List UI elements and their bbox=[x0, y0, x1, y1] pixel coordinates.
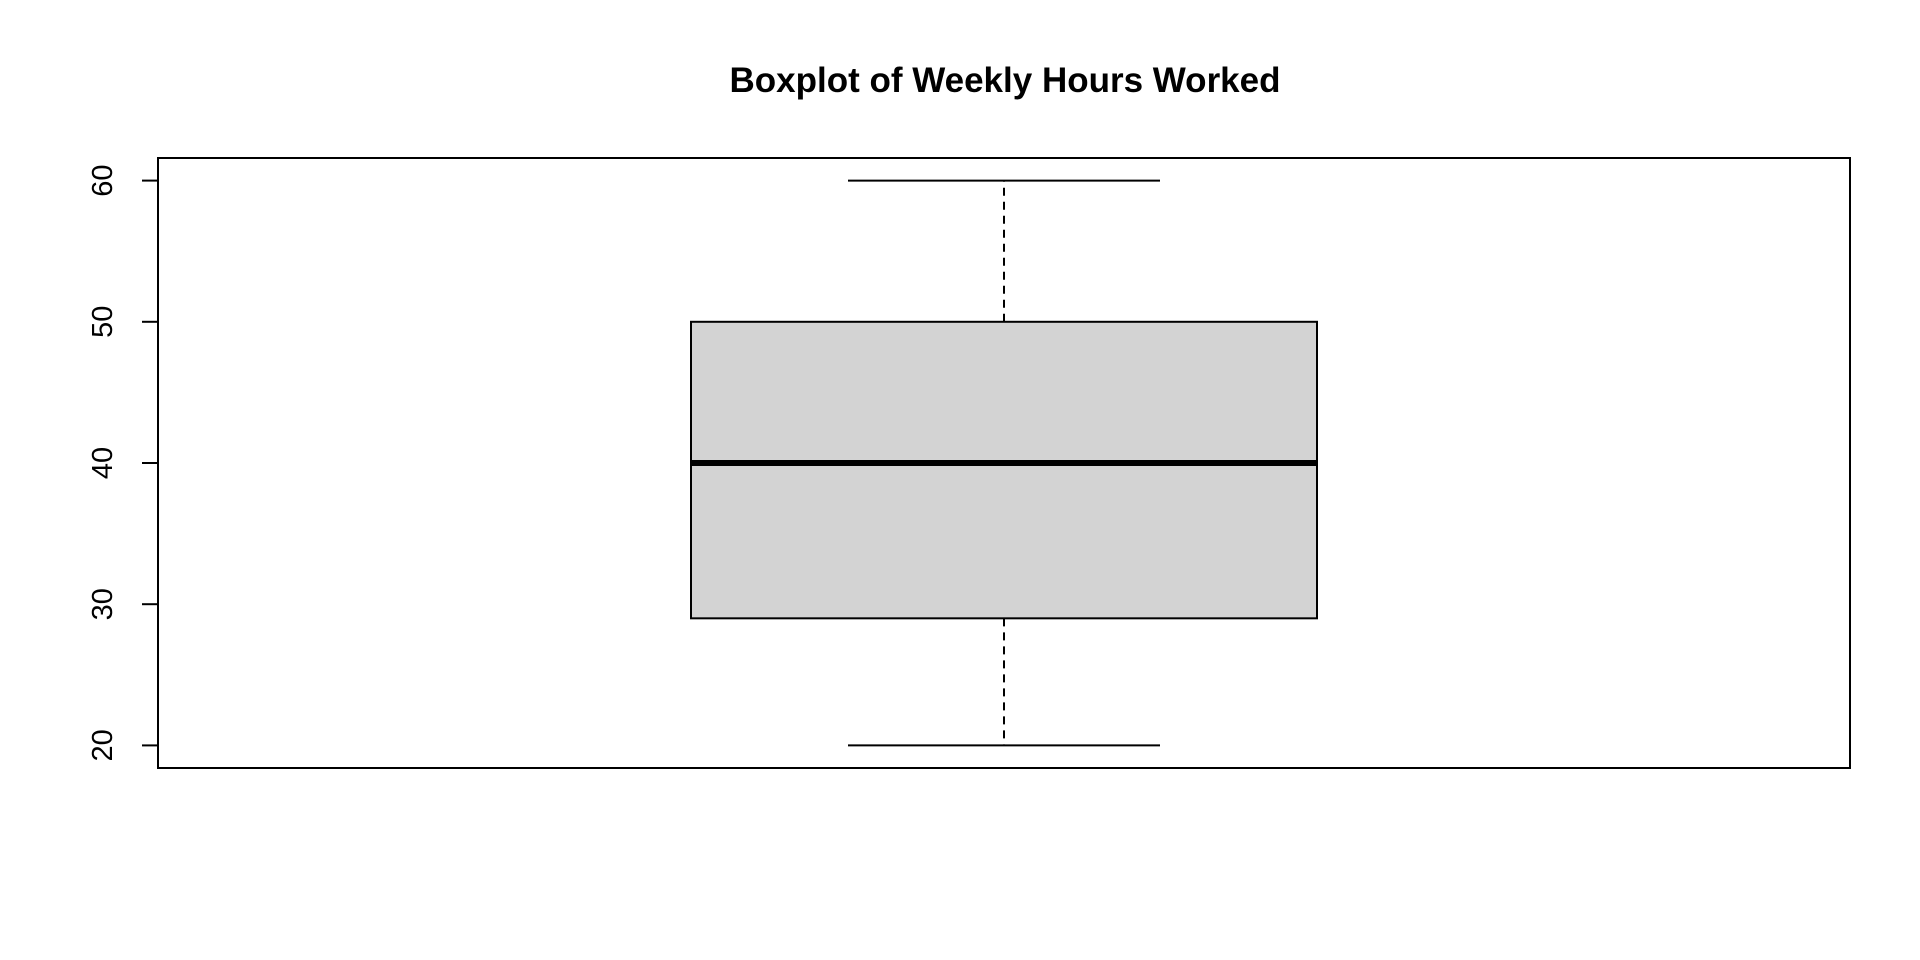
y-tick-label: 40 bbox=[87, 447, 119, 479]
y-axis: 20 30 40 50 60 bbox=[87, 164, 159, 762]
box-plot bbox=[690, 179, 1318, 747]
interquartile-box bbox=[690, 320, 1318, 620]
y-tick-label: 30 bbox=[87, 588, 119, 620]
y-tick-label: 20 bbox=[87, 729, 119, 761]
y-tick-label: 50 bbox=[87, 306, 119, 338]
chart-title: Boxplot of Weekly Hours Worked bbox=[729, 61, 1280, 100]
y-tick-label: 60 bbox=[87, 164, 119, 196]
